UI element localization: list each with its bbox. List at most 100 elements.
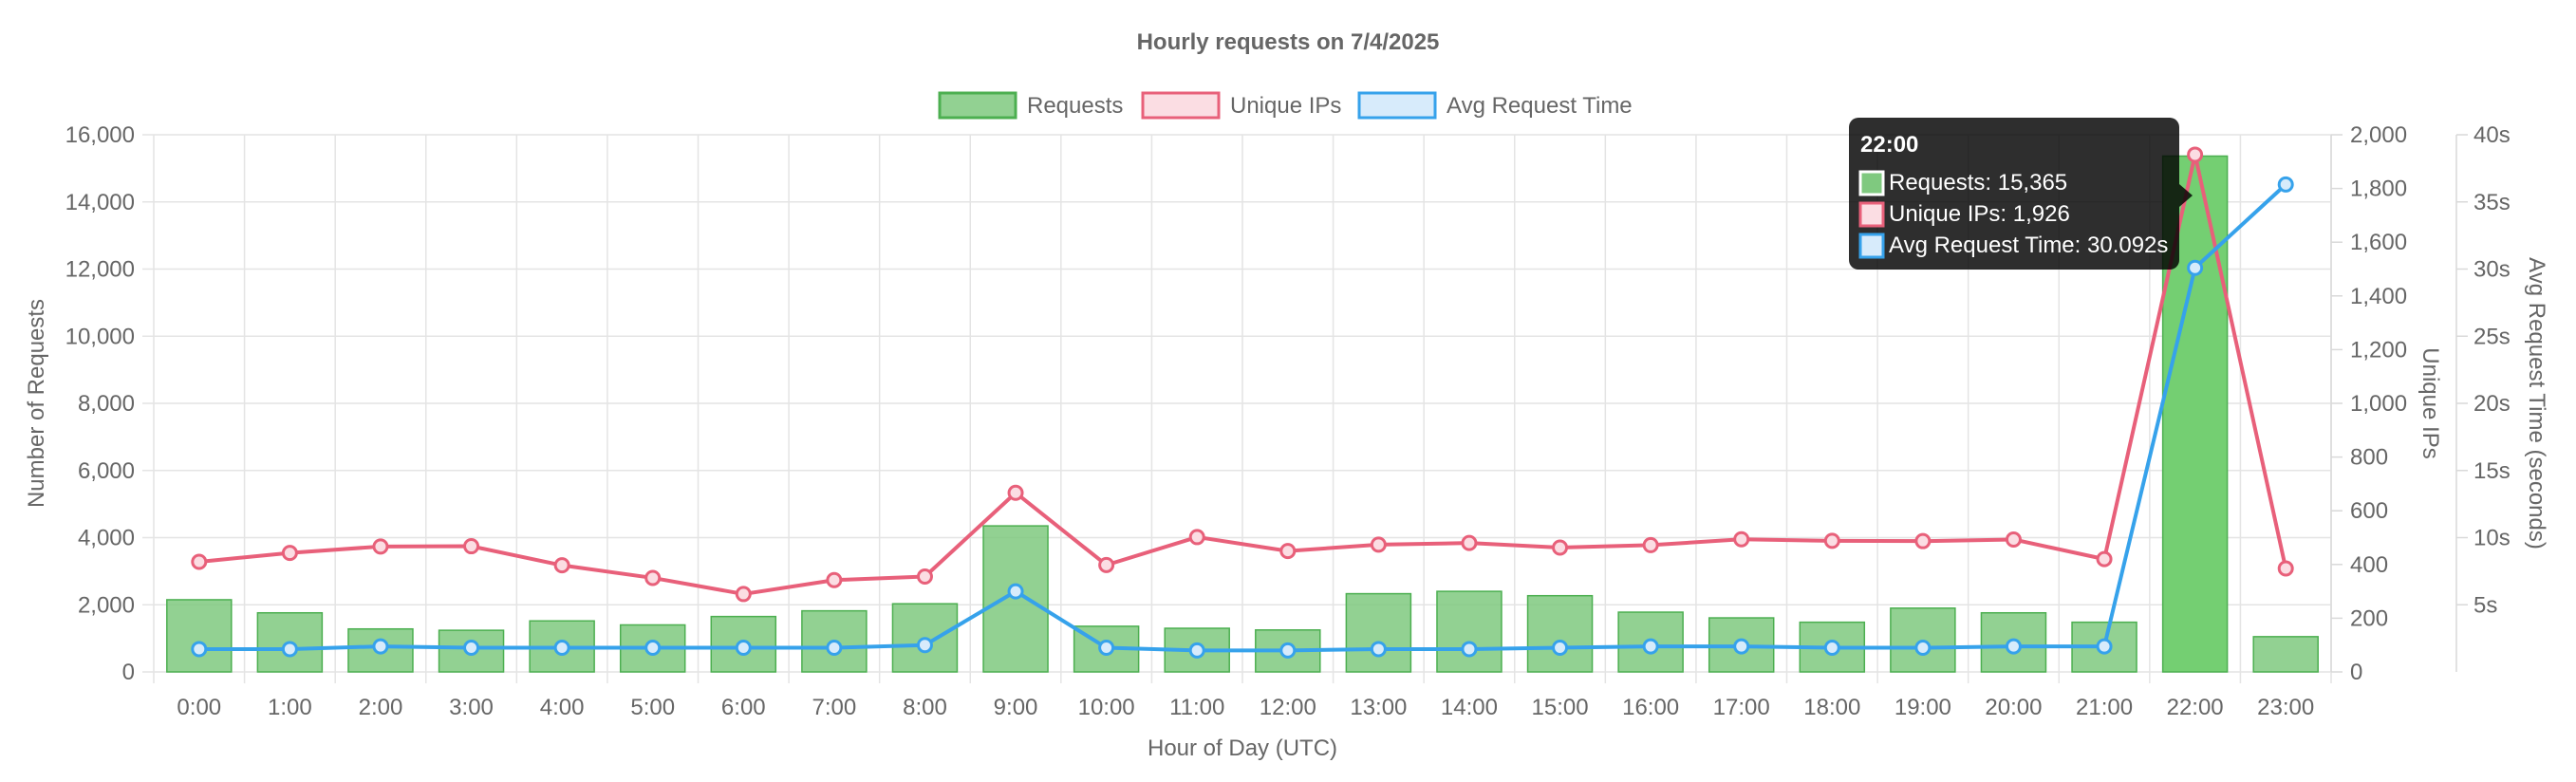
- x-axis: 0:00 1:00 2:00 3:00 4:00 5:00 6:00 7:00 8:00 9:00…: [177, 695, 2314, 720]
- request-bar[interactable]: [1526, 594, 1594, 673]
- legend-item[interactable]: Requests: [938, 91, 1123, 120]
- legend-swatch: [938, 91, 1017, 120]
- y2-tick-label: 1,200: [2350, 337, 2407, 363]
- avg-request-time-point[interactable]: [1733, 638, 1750, 655]
- request-bar[interactable]: [2252, 636, 2319, 673]
- unique-ips-point[interactable]: [2277, 560, 2294, 577]
- tooltip-line: Avg Request Time: 30.092s: [1889, 233, 2168, 258]
- unique-ips-point[interactable]: [644, 569, 662, 586]
- avg-request-time-point[interactable]: [1188, 642, 1205, 659]
- avg-request-time-point[interactable]: [1823, 640, 1840, 657]
- avg-request-time-point[interactable]: [2187, 259, 2204, 276]
- legend-swatch: [1357, 91, 1437, 120]
- y-tick-label: 6,000: [78, 458, 135, 484]
- avg-request-time-point[interactable]: [916, 637, 933, 654]
- unique-ips-point[interactable]: [463, 538, 480, 555]
- unique-ips-point[interactable]: [1552, 539, 1569, 556]
- unique-ips-point[interactable]: [2096, 550, 2113, 568]
- chart-title: Hourly requests on 7/4/2025: [1137, 29, 1440, 55]
- y2-axis: 0 200 400 600 800 1,000 1,200 1,400 1,600 1,800 2,…: [2331, 122, 2407, 685]
- x-tick-label: 1:00: [268, 695, 312, 720]
- x-tick-label: 14:00: [1441, 695, 1498, 720]
- x-tick-label: 20:00: [1985, 695, 2042, 720]
- avg-request-time-line-path: [198, 182, 2287, 653]
- unique-ips-point[interactable]: [372, 538, 389, 555]
- avg-request-time-point[interactable]: [2005, 638, 2022, 655]
- tooltip-swatch: [1858, 201, 1885, 228]
- legend-label: Avg Request Time: [1447, 93, 1633, 119]
- unique-ips-point[interactable]: [1733, 531, 1750, 548]
- avg-request-time-point[interactable]: [826, 640, 843, 657]
- tooltip-line: Requests: 15,365: [1889, 170, 2067, 196]
- legend: Requests Unique IPs Avg Request Time: [938, 91, 1633, 120]
- tooltip-box: [1849, 118, 2179, 270]
- x-tick-label: 12:00: [1260, 695, 1316, 720]
- avg-request-time-point[interactable]: [553, 640, 570, 657]
- request-bar[interactable]: [1890, 607, 1956, 673]
- unique-ips-point[interactable]: [826, 571, 843, 588]
- unique-ips-point[interactable]: [281, 545, 298, 562]
- x-tick-label: 11:00: [1169, 695, 1224, 720]
- avg-request-time-point[interactable]: [281, 641, 298, 658]
- avg-request-time-point[interactable]: [372, 638, 389, 655]
- y3-tick-label: 25s: [2473, 324, 2511, 349]
- y-tick-label: 4,000: [78, 526, 135, 551]
- unique-ips-point[interactable]: [1642, 536, 1659, 553]
- request-bar[interactable]: [1436, 590, 1503, 673]
- avg-request-time-point[interactable]: [2277, 176, 2294, 193]
- y2-tick-label: 1,000: [2350, 391, 2407, 417]
- avg-request-time-point[interactable]: [1279, 642, 1297, 659]
- unique-ips-point[interactable]: [1007, 484, 1024, 501]
- unique-ips-point[interactable]: [916, 568, 933, 586]
- y3-tick-label: 40s: [2473, 122, 2511, 148]
- unique-ips-point[interactable]: [1914, 532, 1932, 549]
- avg-request-time-point[interactable]: [2096, 638, 2113, 655]
- request-bar[interactable]: [166, 599, 233, 673]
- y-tick-label: 10,000: [65, 324, 135, 349]
- request-bar[interactable]: [1345, 592, 1412, 673]
- y2-axis-title: Unique IPs: [2417, 347, 2443, 458]
- avg-request-time-point[interactable]: [735, 640, 752, 657]
- y2-tick-label: 1,400: [2350, 284, 2407, 309]
- y3-tick-label: 10s: [2473, 526, 2511, 551]
- unique-ips-point[interactable]: [1098, 556, 1115, 573]
- grid: [142, 134, 2457, 683]
- unique-ips-point[interactable]: [1279, 543, 1297, 560]
- y2-tick-label: 400: [2350, 552, 2388, 578]
- unique-ips-point[interactable]: [2187, 146, 2204, 163]
- avg-request-time-point[interactable]: [1370, 641, 1387, 658]
- avg-request-time-point[interactable]: [191, 641, 208, 658]
- legend-item[interactable]: Unique IPs: [1141, 91, 1341, 120]
- avg-request-time-point[interactable]: [1914, 640, 1932, 657]
- x-tick-label: 0:00: [177, 695, 221, 720]
- x-tick-label: 9:00: [994, 695, 1038, 720]
- tooltip-title: 22:00: [1860, 132, 1918, 158]
- x-tick-label: 13:00: [1350, 695, 1407, 720]
- unique-ips-point[interactable]: [191, 553, 208, 570]
- y-tick-label: 0: [122, 660, 135, 685]
- tooltip: 22:00 Requests: 15,365 Unique IPs: 1,926 Av…: [1849, 118, 2193, 270]
- avg-request-time-point[interactable]: [1098, 640, 1115, 657]
- x-tick-label: 15:00: [1532, 695, 1589, 720]
- avg-request-time-point[interactable]: [1461, 641, 1478, 658]
- tooltip-line: Unique IPs: 1,926: [1889, 201, 2070, 227]
- unique-ips-point[interactable]: [1188, 529, 1205, 546]
- avg-request-time-point[interactable]: [1642, 638, 1659, 655]
- legend-item[interactable]: Avg Request Time: [1357, 91, 1633, 120]
- unique-ips-point[interactable]: [1823, 532, 1840, 549]
- tooltip-swatch: [1858, 233, 1885, 259]
- avg-request-time-point[interactable]: [644, 640, 662, 657]
- tooltip-swatch: [1858, 170, 1885, 196]
- avg-request-time-point[interactable]: [1007, 583, 1024, 600]
- y2-tick-label: 200: [2350, 605, 2388, 631]
- avg-request-time-point[interactable]: [1552, 640, 1569, 657]
- y-tick-label: 16,000: [65, 122, 135, 148]
- x-tick-label: 21:00: [2076, 695, 2133, 720]
- unique-ips-point[interactable]: [1461, 534, 1478, 551]
- unique-ips-point[interactable]: [553, 557, 570, 574]
- unique-ips-point[interactable]: [735, 586, 752, 603]
- unique-ips-point[interactable]: [1370, 536, 1387, 553]
- unique-ips-point[interactable]: [2005, 531, 2022, 548]
- avg-request-time-point[interactable]: [463, 640, 480, 657]
